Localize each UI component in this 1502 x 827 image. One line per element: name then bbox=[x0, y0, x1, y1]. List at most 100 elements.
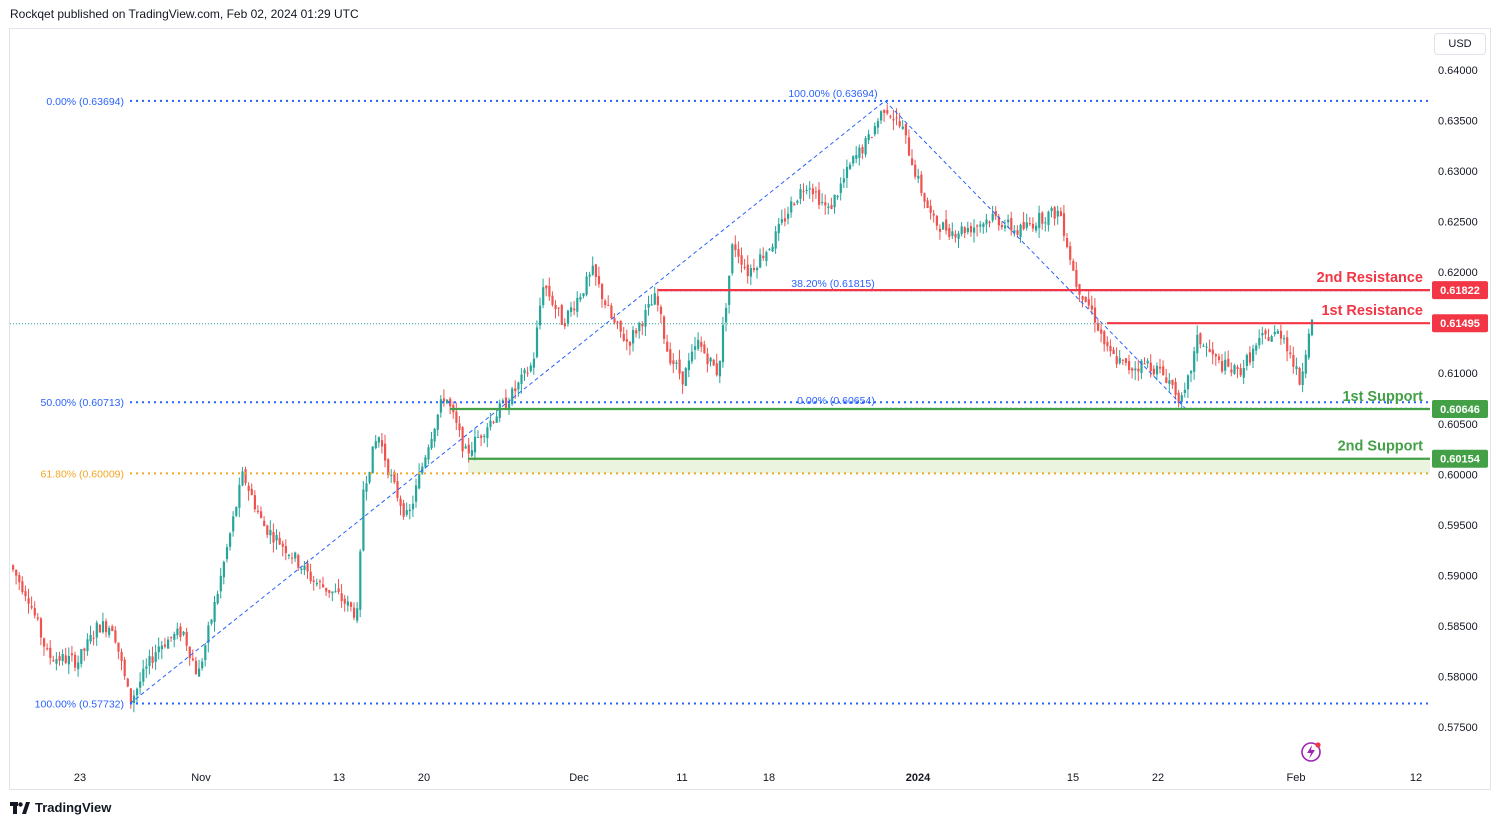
candle-body bbox=[997, 216, 1000, 226]
candle-body bbox=[771, 246, 774, 252]
candle-body bbox=[818, 189, 821, 205]
candle-body bbox=[182, 631, 185, 635]
candle-body bbox=[117, 642, 120, 652]
level-price-text-0: 0.61822 bbox=[1440, 285, 1480, 297]
candle-body bbox=[663, 316, 666, 339]
candle-body bbox=[260, 511, 263, 518]
candle-body bbox=[473, 436, 477, 453]
y-tick-label-11: 0.58500 bbox=[1438, 621, 1478, 633]
candle-body bbox=[1159, 366, 1162, 369]
candle-body bbox=[960, 226, 963, 235]
candle-body bbox=[154, 652, 157, 662]
candle-body bbox=[39, 618, 43, 638]
candle-body bbox=[988, 221, 991, 224]
candle-body bbox=[836, 195, 839, 198]
candle-body bbox=[635, 330, 638, 334]
candle-body bbox=[514, 388, 517, 392]
candle-body bbox=[870, 137, 873, 139]
candle-body bbox=[1261, 333, 1264, 336]
level-price-tag-1 bbox=[1432, 314, 1488, 333]
y-tick-label-7: 0.60500 bbox=[1438, 419, 1478, 431]
fib1-level-label-1: 50.00% (0.60713) bbox=[41, 397, 124, 409]
candle-body bbox=[529, 365, 532, 372]
candle-body bbox=[1121, 359, 1124, 361]
candle-body bbox=[880, 111, 883, 121]
candle-body bbox=[737, 249, 740, 257]
candle-body bbox=[687, 360, 690, 371]
currency-selector[interactable]: USD bbox=[1434, 33, 1486, 55]
lightning-icon[interactable] bbox=[1300, 741, 1322, 763]
level-label-1: 1st Resistance bbox=[1321, 303, 1423, 319]
candle-body bbox=[725, 307, 728, 323]
candle-body bbox=[743, 266, 746, 268]
candle-body bbox=[415, 485, 418, 502]
candle-body bbox=[61, 653, 64, 662]
candle-body bbox=[1174, 381, 1177, 396]
candle-body bbox=[148, 656, 151, 667]
candle-body bbox=[328, 590, 331, 593]
candle-body bbox=[703, 344, 706, 354]
candle-body bbox=[1307, 333, 1310, 358]
candle-body bbox=[1100, 329, 1103, 334]
candle-body bbox=[1199, 333, 1202, 345]
y-tick-label-8: 0.60000 bbox=[1438, 469, 1478, 481]
candle-body bbox=[845, 166, 849, 179]
candle-body bbox=[486, 427, 489, 439]
candle-body bbox=[762, 255, 765, 259]
candle-body bbox=[628, 341, 632, 346]
candle-body bbox=[1289, 352, 1292, 355]
candle-body bbox=[892, 119, 895, 121]
candle-body bbox=[55, 658, 58, 664]
candle-body bbox=[573, 308, 576, 311]
candle-body bbox=[95, 622, 98, 638]
candle-body bbox=[681, 371, 684, 385]
candle-body bbox=[483, 435, 486, 437]
candle-body bbox=[390, 475, 393, 477]
tradingview-brand-text: TradingView bbox=[35, 800, 112, 815]
candle-body bbox=[579, 296, 582, 300]
candle-body bbox=[334, 591, 337, 593]
candle-body bbox=[191, 658, 194, 661]
candle-body bbox=[508, 403, 511, 409]
candle-body bbox=[222, 561, 225, 578]
candle-body bbox=[768, 249, 771, 251]
candle-body bbox=[92, 637, 95, 639]
candle-body bbox=[650, 304, 653, 306]
candle-body bbox=[1298, 368, 1301, 385]
candle-body bbox=[926, 200, 929, 208]
level-label-0: 2nd Resistance bbox=[1317, 270, 1423, 286]
candle-body bbox=[889, 116, 892, 118]
candle-body bbox=[1252, 348, 1255, 362]
candle-body bbox=[709, 357, 712, 362]
support-zone bbox=[468, 458, 1430, 474]
candle-body bbox=[173, 634, 176, 640]
candle-body bbox=[787, 213, 790, 219]
candle-body bbox=[1264, 330, 1267, 335]
candle-body bbox=[597, 275, 601, 285]
candle-body bbox=[300, 568, 303, 570]
candle-body bbox=[876, 121, 880, 128]
candle-body bbox=[1050, 208, 1053, 212]
candle-body bbox=[1081, 296, 1084, 300]
candle-body bbox=[49, 647, 52, 659]
candle-body bbox=[356, 608, 359, 621]
candle-body bbox=[1171, 379, 1174, 385]
y-tick-label-2: 0.63000 bbox=[1438, 166, 1478, 178]
candle-body bbox=[731, 244, 734, 274]
candle-body bbox=[151, 656, 154, 663]
y-tick-label-4: 0.62000 bbox=[1438, 267, 1478, 279]
candle-body bbox=[932, 213, 935, 216]
candle-body bbox=[284, 546, 287, 554]
candle-body bbox=[1134, 368, 1137, 371]
y-tick-label-6: 0.61000 bbox=[1438, 368, 1478, 380]
candle-body bbox=[1190, 371, 1193, 374]
candle-body bbox=[1056, 210, 1059, 217]
candle-body bbox=[740, 255, 743, 265]
candle-body bbox=[430, 438, 433, 449]
chart-frame[interactable] bbox=[9, 28, 1491, 790]
candle-body bbox=[690, 351, 694, 362]
tradingview-logo-icon bbox=[10, 801, 30, 814]
candle-body bbox=[973, 227, 976, 233]
level-price-text-3: 0.60154 bbox=[1440, 454, 1481, 466]
